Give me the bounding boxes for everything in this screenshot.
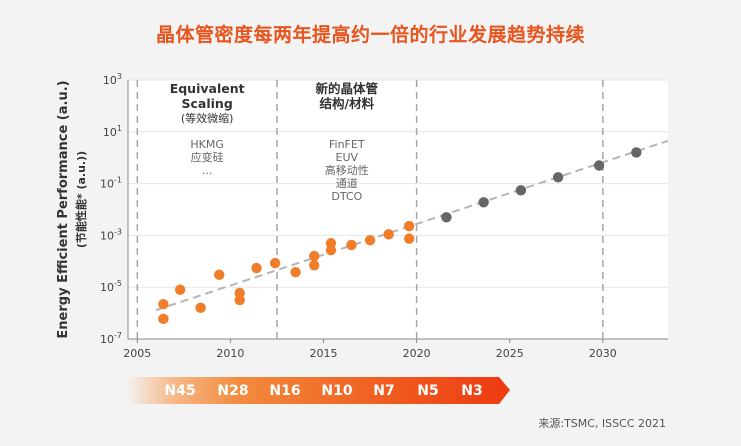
data-point: [269, 257, 281, 269]
process-node-label: N16: [269, 383, 301, 399]
annotation-item: DTCO: [331, 190, 362, 203]
process-node-label: N7: [373, 383, 395, 399]
plot-area: [128, 80, 668, 339]
annotation-heading: 结构/材料: [320, 96, 375, 111]
y-tick-label: 10-1: [100, 176, 122, 191]
data-point: [325, 244, 337, 256]
data-point: [515, 185, 527, 196]
annotation-heading: Equivalent: [170, 81, 245, 96]
annotation-subheading: (等效微缩): [181, 111, 234, 125]
data-point: [309, 260, 320, 271]
x-tick-label: 2010: [216, 347, 244, 360]
annotation-heading: 新的晶体管: [316, 81, 379, 96]
chart-title: 晶体管密度每两年提高约一倍的行业发展趋势持续: [155, 24, 585, 46]
annotation-heading: Scaling: [182, 96, 233, 111]
data-point: [364, 235, 376, 246]
annotation-item: FinFET: [329, 138, 365, 151]
process-node-label: N45: [164, 383, 196, 399]
annotation-item: ...: [202, 164, 213, 177]
data-point: [478, 197, 489, 208]
data-point: [346, 239, 357, 251]
annotation-item: 高移动性: [325, 163, 369, 177]
x-tick-label: 2030: [589, 347, 617, 360]
annotation-item: 应变硅: [191, 150, 224, 164]
process-node-label: N28: [217, 383, 249, 399]
data-point: [383, 229, 394, 240]
y-tick-label: 103: [103, 72, 122, 87]
data-point: [441, 212, 452, 223]
process-node-label: N3: [461, 383, 483, 399]
x-tick-label: 2025: [496, 347, 524, 360]
annotation-item: HKMG: [190, 138, 224, 151]
y-tick-label: 10-5: [100, 279, 122, 294]
y-tick-label: 10-7: [100, 331, 122, 346]
data-point: [403, 233, 415, 244]
data-point: [158, 313, 169, 325]
annotation-item: 通道: [336, 176, 358, 190]
y-tick-label: 101: [103, 124, 122, 139]
process-node-arrow: [126, 377, 510, 404]
data-point: [195, 302, 206, 314]
annotation-item: EUV: [336, 151, 359, 164]
data-point: [158, 299, 169, 310]
x-tick-label: 2015: [310, 347, 338, 360]
data-point: [631, 147, 642, 158]
data-point: [290, 266, 301, 278]
data-point: [593, 160, 605, 171]
trend-line: [155, 139, 669, 312]
y-axis-sublabel: (节能性能* (a.u.)): [74, 151, 88, 248]
x-tick-label: 2020: [403, 347, 431, 360]
source-note: 来源:TSMC, ISSCC 2021: [538, 417, 666, 430]
data-point: [251, 262, 262, 274]
data-point: [234, 287, 245, 299]
data-point: [214, 269, 225, 281]
x-tick-label: 2005: [123, 347, 151, 360]
process-node-label: N5: [417, 383, 439, 399]
y-axis-label: Energy Efficient Performance (a.u.): [56, 80, 71, 338]
y-tick-label: 10-3: [100, 227, 122, 242]
process-node-label: N10: [321, 383, 353, 399]
data-point: [309, 250, 320, 262]
data-point: [403, 220, 415, 232]
data-point: [552, 172, 564, 183]
data-point: [174, 284, 186, 295]
